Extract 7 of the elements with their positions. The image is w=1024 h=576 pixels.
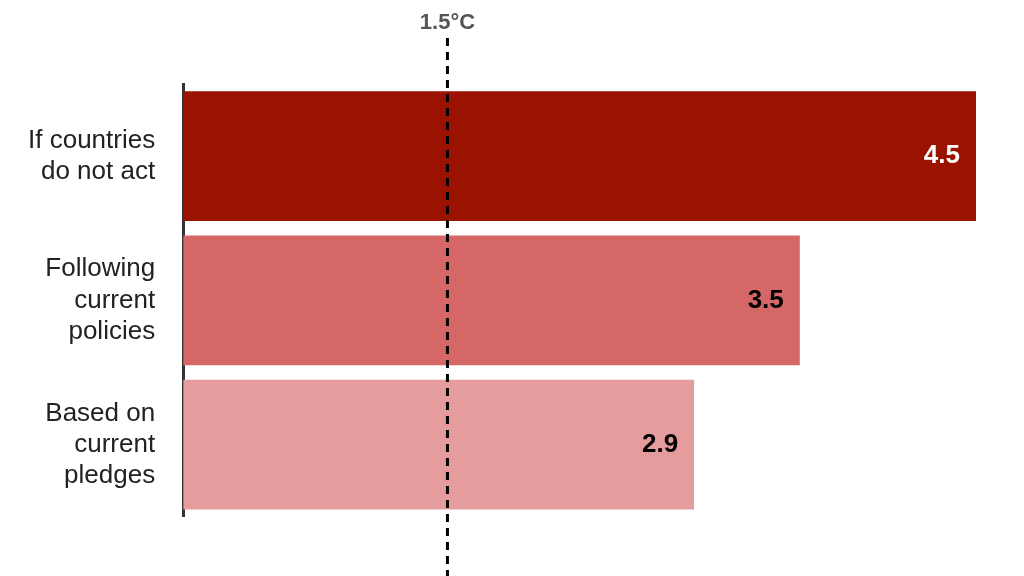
data-label: 2.9 bbox=[641, 427, 679, 458]
data-label: 4.5 bbox=[923, 139, 960, 170]
y-tick-label: Following current policies bbox=[45, 252, 156, 345]
data-label: 3.5 bbox=[747, 283, 784, 314]
y-tick-label: Based on current pledges bbox=[45, 396, 156, 490]
y-tick-label: If countries do not act bbox=[28, 123, 156, 185]
ref-line-label: 1.5°C bbox=[419, 9, 476, 35]
